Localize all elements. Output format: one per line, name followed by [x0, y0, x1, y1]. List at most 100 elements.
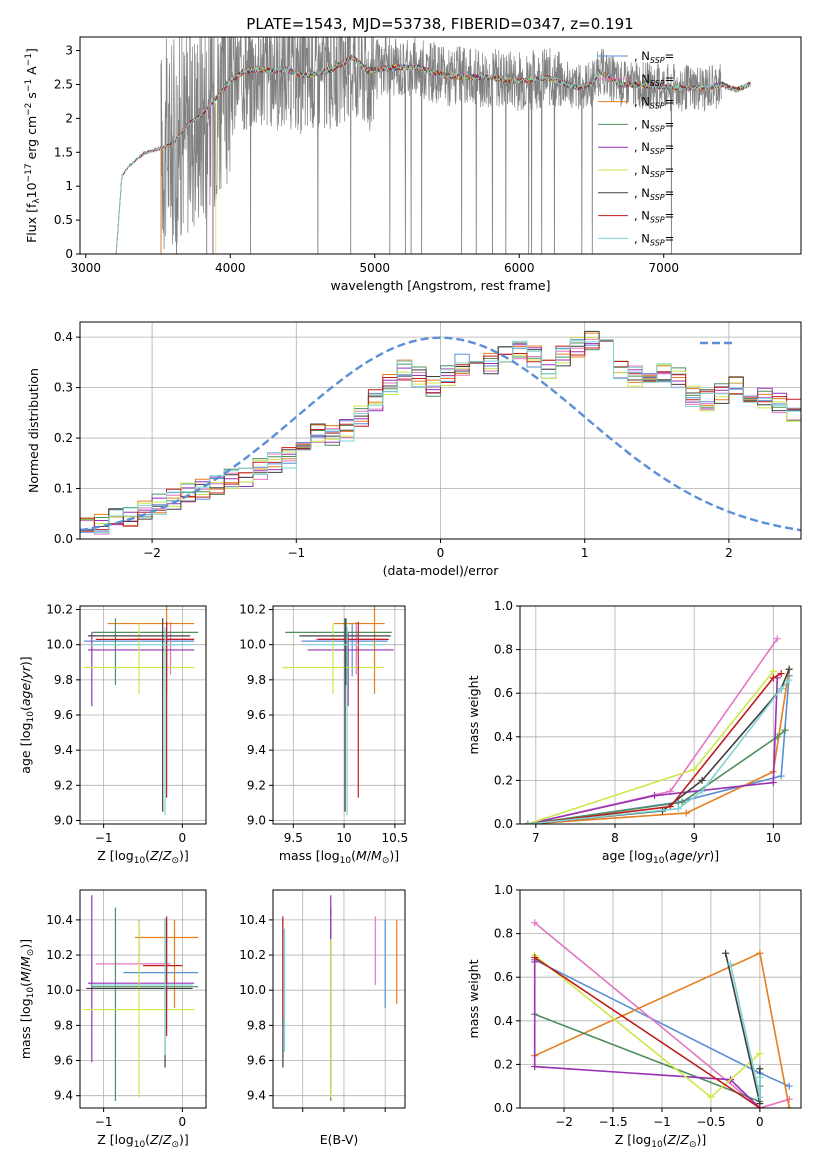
errorbar-chabrier-elodie: [285, 618, 392, 686]
x-axis-label: E(B-V): [320, 1132, 359, 1147]
series-marker: [707, 1093, 715, 1101]
plot-area-spectrum: [115, 37, 751, 254]
legend-ssp: SSP: [650, 238, 665, 247]
y-tick-label: 3: [65, 44, 73, 58]
grid-residuals: [80, 322, 801, 539]
y-tick-label: 10.2: [239, 948, 266, 962]
x-tick-label: 0: [437, 546, 445, 560]
series-line: [527, 679, 790, 824]
legend-entry-kroupa-stelib: , NSSP=: [634, 231, 674, 247]
y-tick-label: 9.4: [54, 1089, 73, 1103]
errorbar-kroupa-stelib: [90, 918, 193, 1056]
series-marker: [769, 674, 777, 682]
plot-area-weight-vs-z: [520, 890, 801, 1108]
series-marker: [722, 949, 730, 957]
y-axis-label: mass weight: [466, 675, 481, 754]
series-marker: [769, 667, 777, 675]
legend-eq: =: [665, 231, 675, 245]
panel-mass-vs-ebv: 9.4 9.6 9.8 10.0 10.2 10.4 E(B-V): [239, 889, 406, 1147]
series-line: [533, 961, 761, 1108]
y-axis-label: age [log10(age/yr)]: [18, 656, 36, 773]
y-tick-label: 9.8: [247, 1018, 266, 1032]
plot-area-residuals: [80, 322, 801, 539]
y-tick-label: 0.2: [494, 773, 513, 787]
y-tick-label: 9.6: [54, 708, 73, 722]
legend-sep: , N: [634, 117, 650, 131]
x-tick-label: 5000: [359, 261, 390, 275]
x-axis-label: Z [log10(Z/Z⊙)]: [97, 1132, 189, 1150]
series-marker: [785, 1082, 793, 1090]
panel-weight-vs-age: 7 8 9 10 0.0 0.2 0.4 0.6 0.8 1.0 age [log10(age/yr…: [466, 599, 802, 866]
axes-frame: [519, 889, 802, 1109]
y-axis-label: mass weight: [466, 959, 481, 1038]
axes-frame: [272, 889, 406, 1109]
errorbar-salpeter-stelib: [95, 621, 195, 798]
y-tick-label: 9.8: [54, 673, 73, 687]
legend-eq: =: [665, 163, 675, 177]
series-line: [534, 956, 761, 1108]
series-chabrier-miles: [524, 672, 793, 824]
x-tick-label: 9: [690, 831, 698, 845]
x-tick-label: 10: [766, 831, 781, 845]
series-marker: [756, 1065, 764, 1073]
y-tick-label: 9.6: [54, 1054, 73, 1068]
series-marker: [785, 1104, 793, 1108]
series-marker: [777, 670, 785, 678]
series-line: [534, 1013, 761, 1103]
y-tick-label: 10.0: [239, 638, 266, 652]
legend-ssp: SSP: [650, 147, 665, 156]
legend-eq: =: [665, 117, 675, 131]
legend-entry-chabrier-stelib: , NSSP=: [634, 186, 674, 202]
series-line: [527, 672, 782, 824]
plot-area-mass-vs-z: [80, 890, 206, 1108]
x-tick-label: −2: [555, 1115, 573, 1129]
y-axis-label: Flux [fλ10−17 erg cm−2 s−1 A−1]: [24, 48, 42, 243]
series-marker: [781, 726, 789, 734]
series-kroupa-miles: [524, 665, 793, 824]
x-tick-label: 7000: [648, 261, 679, 275]
series-kroupa-elodie: [524, 667, 777, 824]
legend-eq: =: [665, 95, 675, 109]
y-tick-label: 9.2: [247, 778, 266, 792]
axes-frame: [519, 605, 802, 825]
errorbar-salpeter-stelib: [317, 621, 389, 798]
x-tick-label: 8: [611, 831, 619, 845]
panel-weight-vs-z: −2 −1.5 −1 −0.5 0 0.0 0.2 0.4 0.6 0.8 1.0 Z [log10(…: [466, 883, 802, 1150]
errorbar-kroupa-stelib: [306, 627, 383, 816]
series-marker: [698, 787, 706, 795]
series-kroupa-stelib: [727, 960, 764, 1101]
panel-residuals: −2 −1 0 1 2 0.0 0.1 0.2 0.3 0.4 (data-model)/error…: [26, 321, 802, 578]
legend-ssp: SSP: [650, 79, 665, 88]
x-tick-label: 4000: [215, 261, 246, 275]
y-tick-label: 2.5: [54, 77, 73, 91]
legend-sep: , N: [634, 186, 650, 200]
series-marker: [756, 1104, 764, 1108]
y-tick-label: 9.4: [54, 743, 73, 757]
errorbar-salpeter-miles: [315, 621, 387, 675]
legend-ssp: SSP: [650, 102, 665, 111]
y-tick-label: 10.2: [46, 603, 73, 617]
series-marker: [785, 676, 793, 684]
x-tick-label: −1: [95, 831, 113, 845]
axes-frame: [79, 36, 802, 255]
y-tick-label: 0.4: [494, 1014, 513, 1028]
x-axis-label: Z [log10(Z/Z⊙)]: [615, 1132, 707, 1150]
errorbar-salpeter-elodie: [87, 895, 195, 1063]
legend-sep: , N: [634, 72, 650, 86]
hist-salpeter-miles: [80, 338, 801, 535]
series-line: [729, 963, 761, 1098]
legend-entry-salpeter-elodie: , NSSP=: [634, 140, 674, 156]
y-tick-label: 0.6: [494, 686, 513, 700]
legend-sep: , N: [634, 163, 650, 177]
x-tick-label: 10.5: [381, 831, 408, 845]
panel-mass-vs-z: −1 0 9.4 9.6 9.8 10.0 10.2 10.4 Z [log10(Z/Z⊙)] m…: [18, 889, 207, 1150]
x-tick-label: 3000: [71, 261, 102, 275]
series-line: [527, 677, 779, 824]
legend-eq: =: [665, 209, 675, 223]
panel-age-vs-z: −1 0 9.0 9.2 9.4 9.6 9.8 10.0 10.2 Z [log10(Z/Z⊙)…: [18, 603, 207, 866]
y-tick-label: 10.0: [46, 983, 73, 997]
x-axis-label: Z [log10(Z/Z⊙)]: [97, 848, 189, 866]
axes-frame: [79, 889, 207, 1109]
legend-ssp: SSP: [650, 124, 665, 133]
